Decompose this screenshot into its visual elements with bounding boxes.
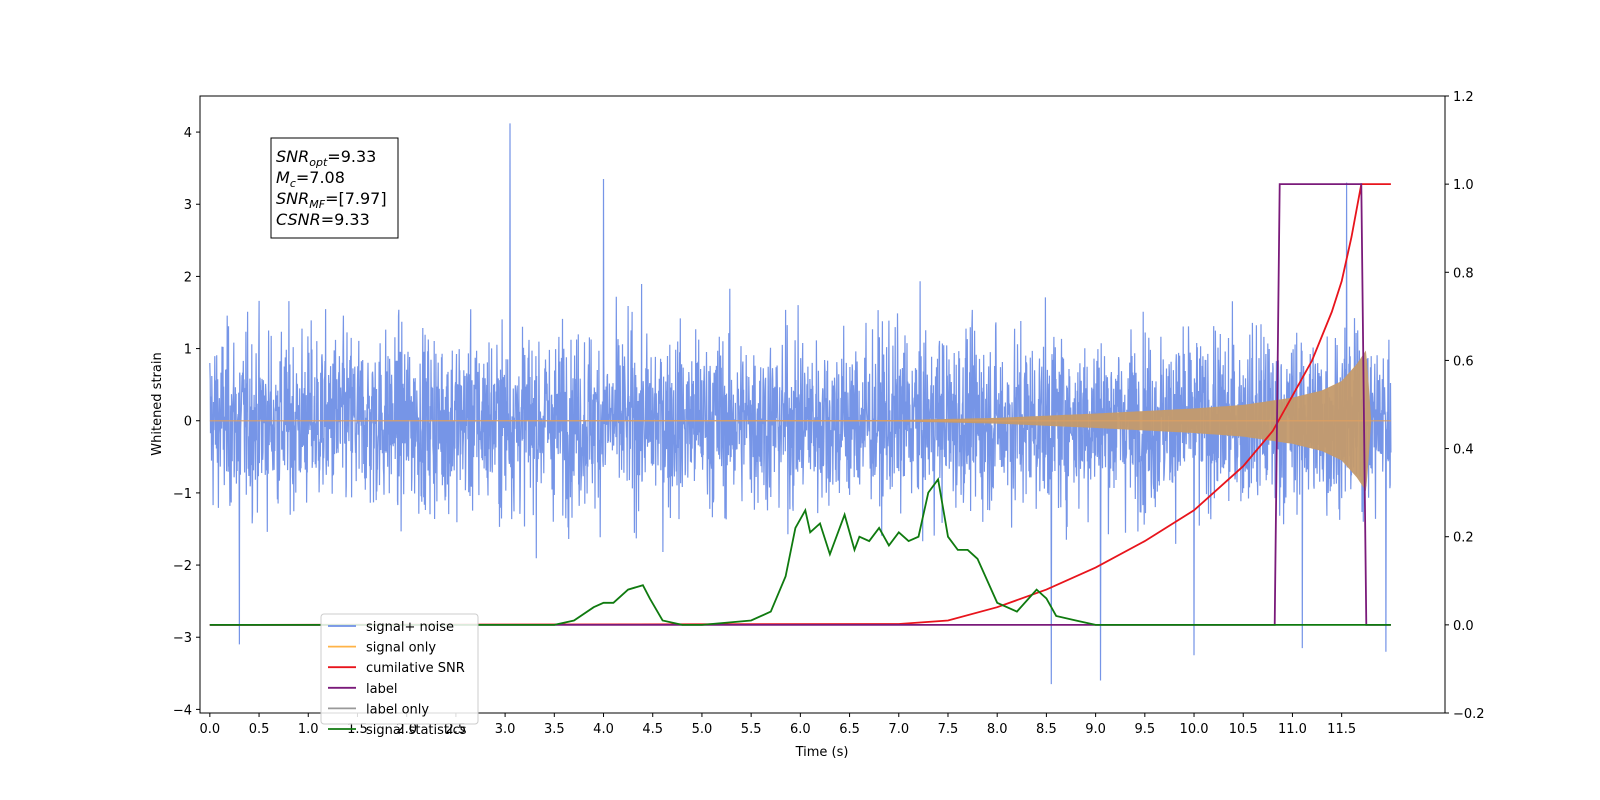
y-tick-label: 0: [184, 415, 192, 430]
annotation-line: SNRMF=[7.97]: [276, 189, 387, 211]
legend-frame: [320, 613, 479, 725]
x-tick-label: 3.5: [544, 722, 565, 737]
annotation-line: CSNR=9.33: [276, 210, 370, 229]
x-tick-label: 0.0: [199, 722, 220, 737]
y-axis-label: Whitened strain: [150, 352, 165, 455]
x-axis-label: Time (s): [795, 745, 849, 760]
annotation-line: SNRopt=9.33: [276, 147, 376, 169]
y2-tick-label: 0.8: [1453, 266, 1474, 281]
y-axis-right: 1.2 1.0 0.8 0.6 0.4 0.2 0.0 −0.2: [1445, 90, 1485, 722]
y-tick-label: 1: [184, 343, 192, 358]
y-tick-label: −3: [173, 631, 192, 646]
y2-tick-label: −0.2: [1453, 707, 1485, 722]
x-tick-label: 8.5: [1036, 722, 1057, 737]
x-tick-label: 8.0: [987, 722, 1008, 737]
x-tick-label: 10.5: [1229, 722, 1258, 737]
annotation-line: Mc=7.08: [276, 168, 345, 190]
x-tick-label: 1.0: [298, 722, 319, 737]
x-tick-label: 7.0: [888, 722, 909, 737]
legend-entry-label: label only: [366, 702, 429, 717]
x-tick-label: 9.5: [1134, 722, 1155, 737]
y2-tick-label: 1.0: [1453, 178, 1474, 193]
legend-entry-label: label: [366, 682, 397, 697]
legend-entry-label: cumilative SNR: [366, 661, 465, 676]
y2-tick-label: 0.4: [1453, 443, 1474, 458]
y-axis-left: 4 3 2 1 0 −1 −2 −3 −4: [173, 126, 200, 718]
series-signal-statistics: [209, 477, 1391, 626]
y-tick-label: −1: [173, 487, 192, 502]
y2-tick-label: 0.6: [1453, 354, 1474, 369]
x-tick-label: 10.0: [1180, 722, 1209, 737]
plot-area: [209, 123, 1392, 685]
x-tick-label: 6.0: [790, 722, 811, 737]
x-tick-label: 0.5: [249, 722, 270, 737]
x-tick-label: 6.5: [839, 722, 860, 737]
y2-tick-label: 0.2: [1453, 531, 1474, 546]
x-tick-label: 7.5: [938, 722, 959, 737]
legend-entry-label: signal+ noise: [366, 620, 454, 635]
x-tick-label: 1.5: [347, 722, 368, 737]
plot-frame: [199, 95, 1446, 714]
x-tick-label: 2.0: [396, 722, 417, 737]
y-tick-label: 4: [184, 126, 192, 141]
legend-entry-label: signal statistics: [366, 723, 467, 738]
y-tick-label: 3: [184, 198, 192, 213]
x-axis: 0.0 0.5 1.0 1.5 2.0 2.5 3.0 3.5 4.0 4.5 5.0 5.5 6.0 6…: [199, 713, 1356, 737]
x-tick-label: 5.0: [692, 722, 713, 737]
x-tick-label: 5.5: [741, 722, 762, 737]
annotation-frame: [270, 137, 399, 239]
x-tick-label: 11.5: [1327, 722, 1356, 737]
series-signal-noise: [209, 123, 1392, 685]
x-tick-label: 9.0: [1085, 722, 1106, 737]
x-tick-label: 2.5: [446, 722, 467, 737]
legend-entry-label: signal only: [366, 641, 436, 656]
y2-tick-label: 1.2: [1453, 90, 1474, 105]
y2-tick-label: 0.0: [1453, 619, 1474, 634]
y-tick-label: −4: [173, 703, 192, 718]
x-tick-label: 3.0: [495, 722, 516, 737]
x-tick-label: 4.0: [593, 722, 614, 737]
legend: signal+ noise signal only cumilative SNR la…: [320, 613, 479, 738]
y-tick-label: 2: [184, 270, 192, 285]
x-tick-label: 11.0: [1278, 722, 1307, 737]
series-cumulative-snr: [209, 183, 1391, 626]
x-tick-label: 4.5: [642, 722, 663, 737]
y-tick-label: −2: [173, 559, 192, 574]
